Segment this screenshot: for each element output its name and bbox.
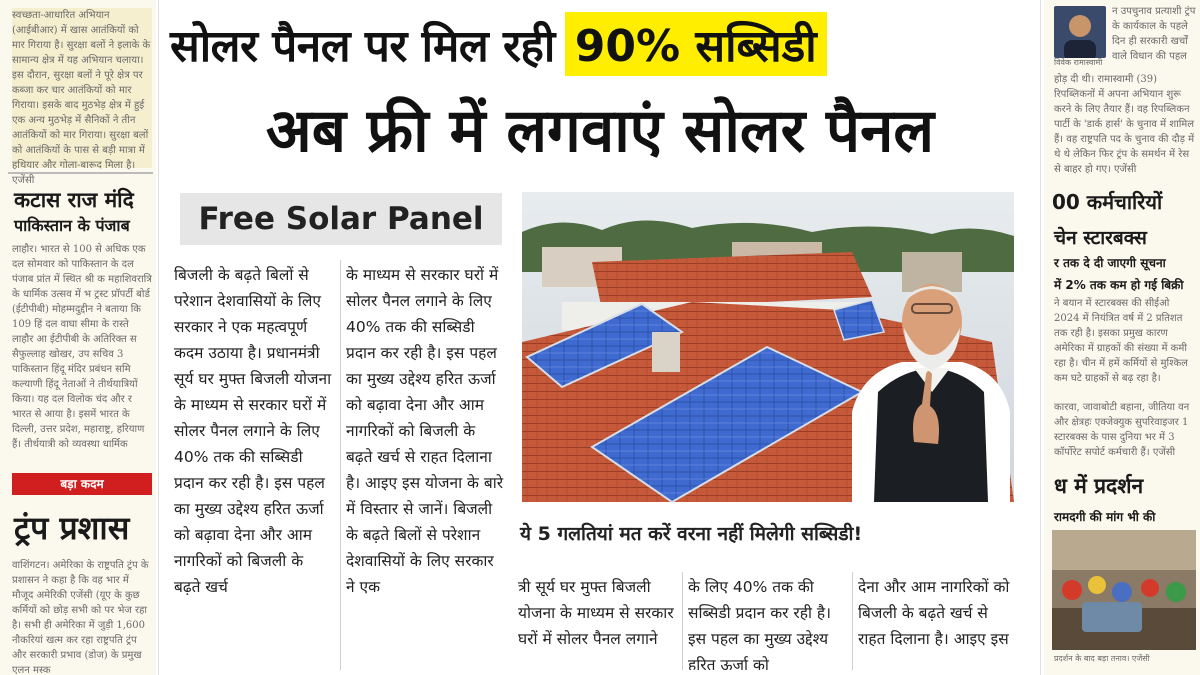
right-clip-caption: विवेक रामास्वामी — [1054, 58, 1103, 67]
right-clip-caption-2: प्रदर्शन के बाद बड़ा तनाव। एजेंसी — [1054, 654, 1150, 663]
left-clip-tag: बड़ा कदम — [60, 477, 104, 491]
right-clip-headline-2: चेन स्टारबक्स — [1054, 227, 1147, 249]
headline-line-1: सोलर पैनल पर मिल रही 90% सब्सिडी — [170, 10, 1030, 78]
article-column-4: के लिए 40% तक की सब्सिडी प्रदान कर रही ह… — [688, 578, 831, 670]
right-clip-photo — [1052, 530, 1196, 650]
left-clip-top-text: स्वच्छता-आधारित अभियान (आईबीआर) में खास … — [12, 8, 152, 186]
article-photo — [522, 192, 1014, 502]
left-clip-headline-2: पाकिस्तान के पंजाब — [14, 216, 130, 235]
right-clip-headline-1: 00 कर्मचारियों — [1052, 190, 1163, 214]
right-clip-top-text: न उपचुनाव प्रत्याशी ट्रंप के कार्यकाल के… — [1112, 6, 1196, 62]
right-clip-headline-4: में 2% तक कम हो गई बिक्री — [1054, 278, 1184, 292]
left-clip-mid-text: लाहौर। भारत से 100 से अधिक एक दल सोमवार … — [12, 244, 152, 450]
left-clip-headline-1: कटास राज मंदि — [14, 188, 134, 212]
headline-highlight: 90% सब्सिडी — [564, 12, 827, 76]
right-clip-top-text-2: होड़ दी थी। रामास्वामी (39) रिपब्लिकनों … — [1054, 74, 1195, 175]
right-clip-headline-6: रामदगी की मांग भी की — [1054, 510, 1156, 524]
right-clip-portrait — [1054, 6, 1106, 58]
article-column-1: बिजली के बढ़ते बिलों से परेशान देशवासियो… — [174, 266, 332, 596]
left-clip-tag-bar — [12, 473, 152, 495]
banner-background — [180, 193, 502, 245]
article-column-rule-2 — [682, 572, 683, 670]
left-clip-bottom-text: वाशिंगटन। अमेरिका के राष्ट्रपति ट्रंप के… — [12, 560, 149, 675]
right-newspaper-clipping: विवेक रामास्वामी न उपचुनाव प्रत्याशी ट्र… — [1044, 0, 1200, 675]
right-clip-headline-5: ध में प्रदर्शन — [1054, 474, 1144, 498]
banner-title: Free Solar Panel — [198, 201, 484, 237]
left-clip-divider — [8, 172, 153, 174]
article-subheading: ये 5 गलतियां मत करें वरना नहीं मिलेगी सब… — [520, 523, 863, 545]
left-clip-big-headline: ट्रंप प्रशास — [14, 509, 130, 547]
left-column-rule — [158, 0, 159, 675]
right-clip-body: ने बयान में स्टारबक्स की सीईओ 2024 में न… — [1054, 298, 1188, 384]
article-column-2: के माध्यम से सरकार घरों में सोलर पैनल लग… — [346, 266, 504, 596]
article-column-rule-1 — [340, 260, 341, 670]
right-clip-headline-3: र तक दे दी जाएगी सूचना — [1054, 256, 1166, 270]
headline-line-2: अब फ्री में लगवाएं सोलर पैनल — [265, 96, 935, 166]
article-column-5: देना और आम नागरिकों को बिजली के बढ़ते खर… — [858, 578, 1010, 648]
right-clip-body-2: कारवा, जावाबोटी बहाना, जीतिया वन और क्षे… — [1054, 402, 1190, 458]
headline-line-1-text: सोलर पैनल पर मिल रही — [170, 21, 555, 72]
left-newspaper-clipping: स्वच्छता-आधारित अभियान (आईबीआर) में खास … — [0, 0, 156, 675]
article-column-rule-3 — [852, 572, 853, 670]
right-column-rule — [1040, 0, 1041, 675]
article-column-3: त्री सूर्य घर मुफ्त बिजली योजना के माध्य… — [518, 578, 674, 648]
